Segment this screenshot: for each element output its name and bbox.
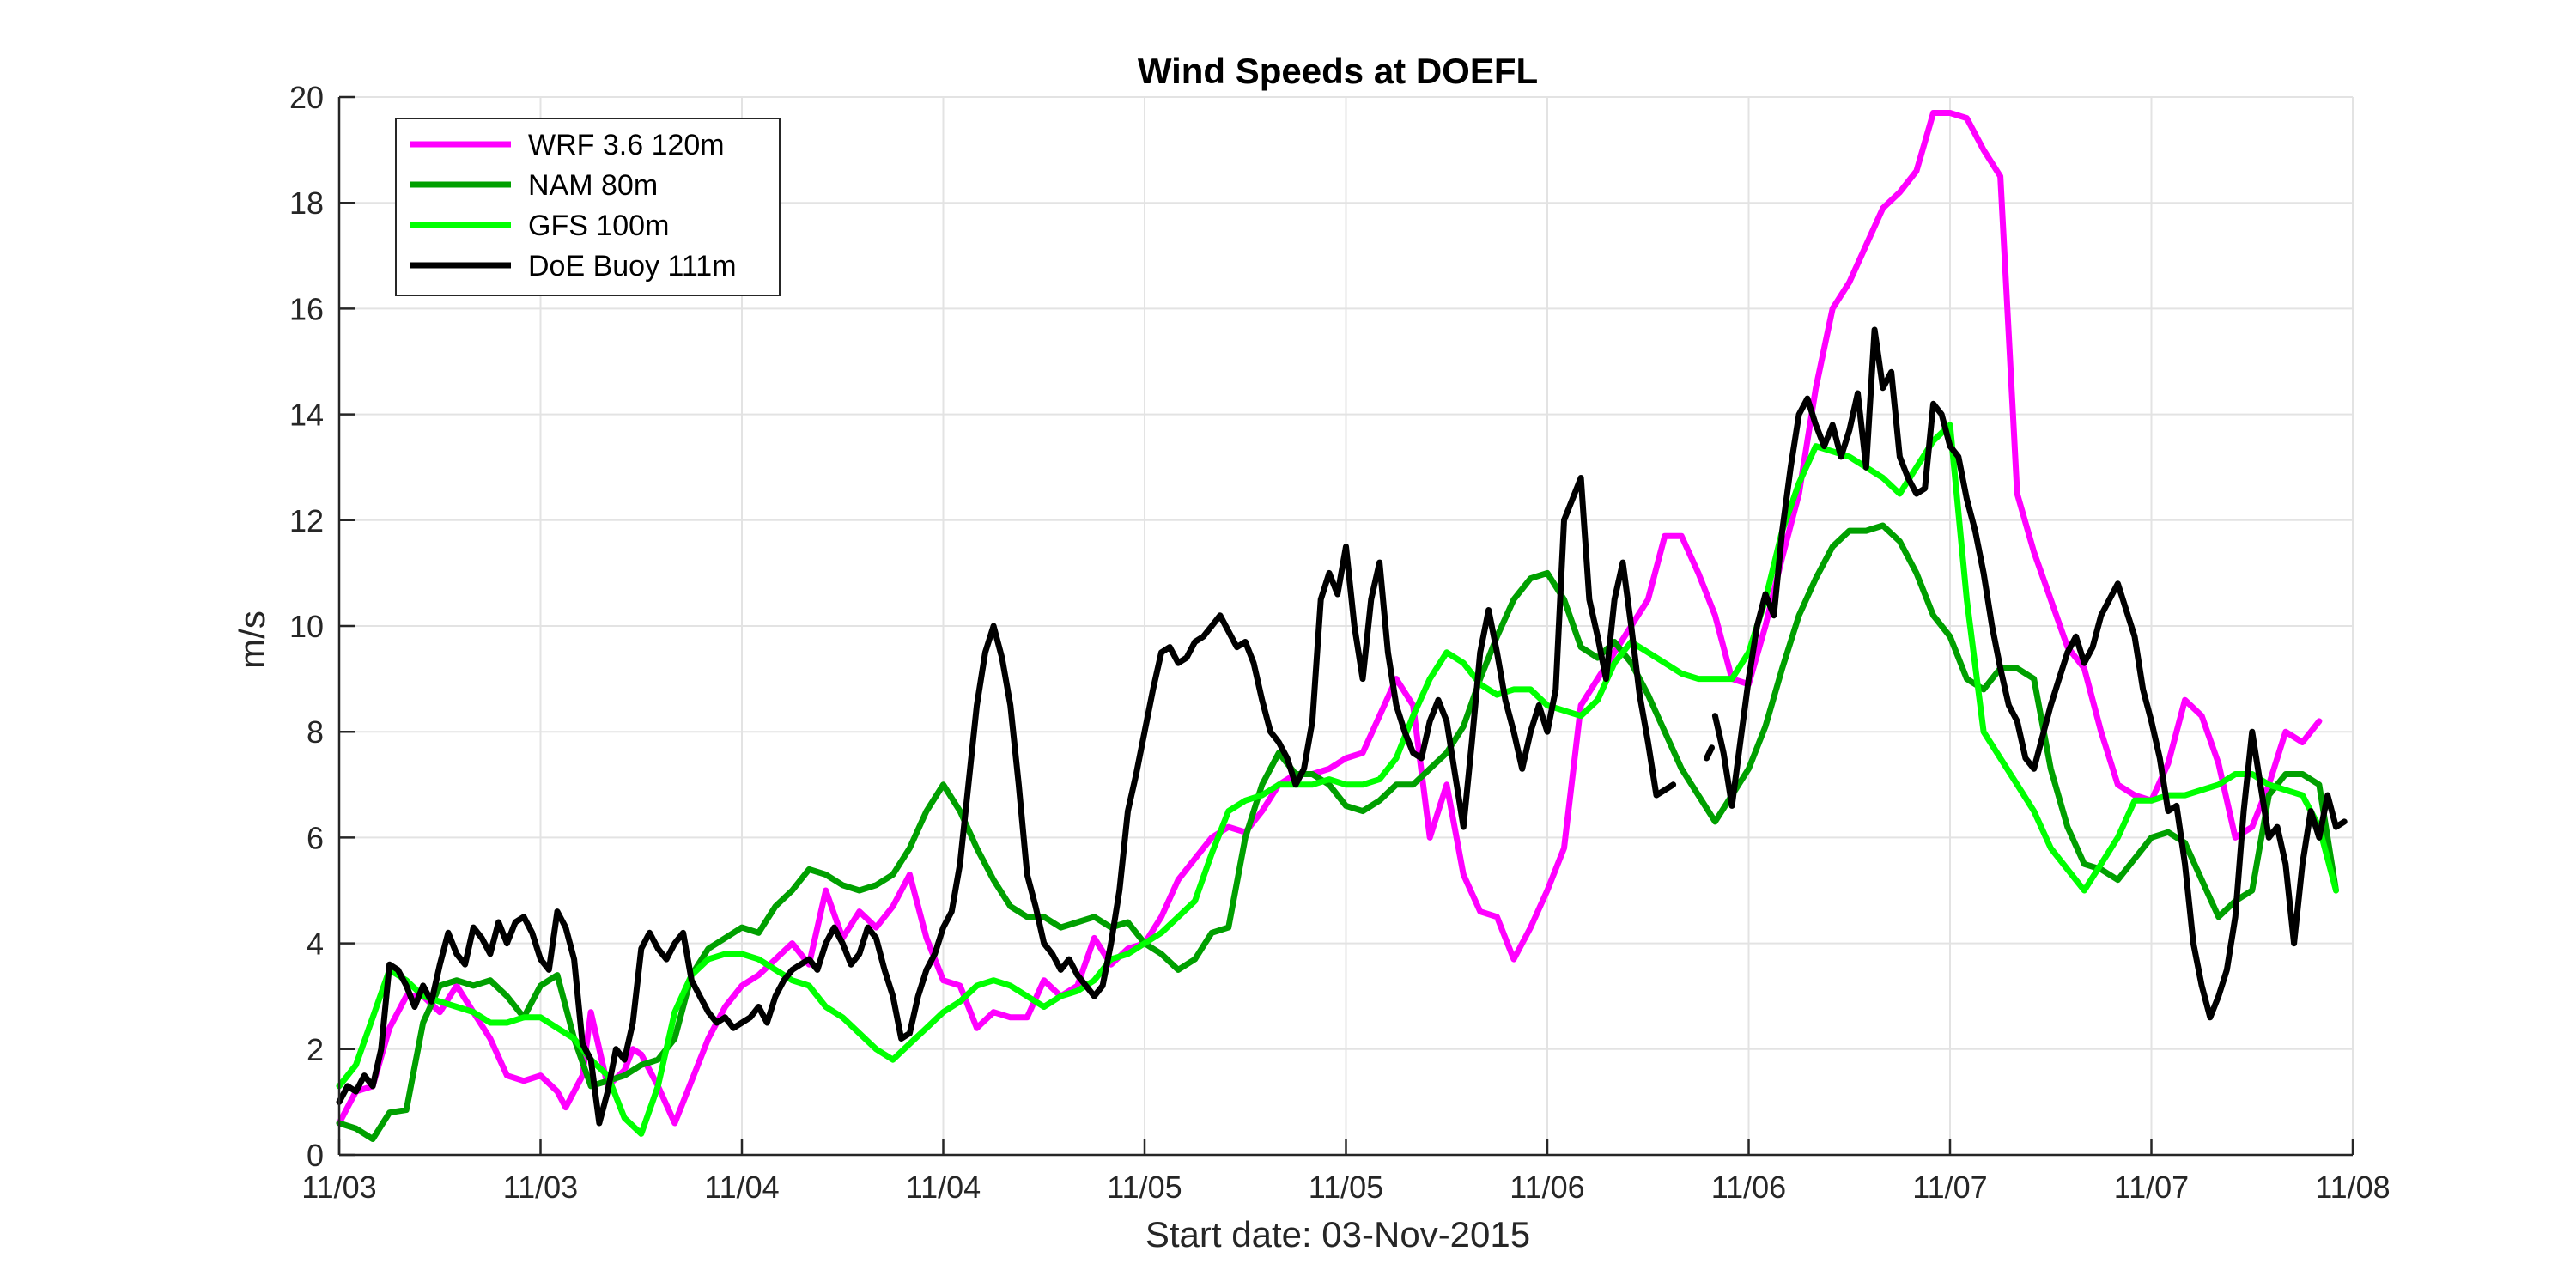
axes: 0 2 4 6 8 10 12 14 16 18 20 11/03 11/03 11/04 11/04 11/…: [289, 80, 2391, 1205]
y-axis-label: m/s: [232, 611, 272, 669]
chart-title: Wind Speeds at DOEFL: [1138, 51, 1538, 91]
y-tick-label: 12: [289, 503, 324, 538]
y-tick-label: 2: [307, 1032, 324, 1067]
legend-entry-label: DoE Buoy 111m: [528, 250, 737, 283]
x-tick-label: 11/06: [1711, 1170, 1786, 1205]
x-axis-label: Start date: 03-Nov-2015: [1145, 1214, 1530, 1255]
y-tick-label: 4: [307, 927, 324, 962]
series-line-3-segment-0: [336, 475, 1677, 1127]
series-lines: [336, 110, 2348, 1142]
y-tick-label: 18: [289, 185, 324, 221]
legend-entry-label: WRF 3.6 120m: [528, 129, 725, 161]
x-tick-label: 11/03: [503, 1170, 578, 1205]
y-tick-label: 10: [289, 609, 324, 644]
x-tick-label: 11/04: [906, 1170, 981, 1205]
series-line-3-segment-1: [1704, 744, 1715, 762]
x-tick-label: 11/06: [1510, 1170, 1584, 1205]
y-tick-label: 6: [307, 820, 324, 855]
y-tick-label: 20: [289, 80, 324, 115]
x-tick-label: 11/04: [704, 1170, 779, 1205]
y-tick-label: 14: [289, 398, 324, 433]
x-tick-label: 11/07: [2114, 1170, 2189, 1205]
y-tick-label: 8: [307, 714, 324, 750]
x-tick-label: 11/05: [1107, 1170, 1182, 1205]
x-tick-label: 11/03: [301, 1170, 376, 1205]
series-line-2: [336, 422, 2339, 1137]
legend-entry-label: GFS 100m: [528, 210, 669, 242]
legend: WRF 3.6 120m NAM 80m GFS 100m DoE Buoy 111m: [395, 118, 781, 296]
x-tick-label: 11/05: [1309, 1170, 1383, 1205]
x-tick-label: 11/08: [2315, 1170, 2390, 1205]
y-tick-label: 16: [289, 291, 324, 326]
y-tick-label: 0: [307, 1138, 324, 1173]
legend-entry-label: NAM 80m: [528, 169, 658, 202]
series-line-3-segment-2: [1711, 326, 2348, 1021]
x-tick-label: 11/07: [1912, 1170, 1987, 1205]
